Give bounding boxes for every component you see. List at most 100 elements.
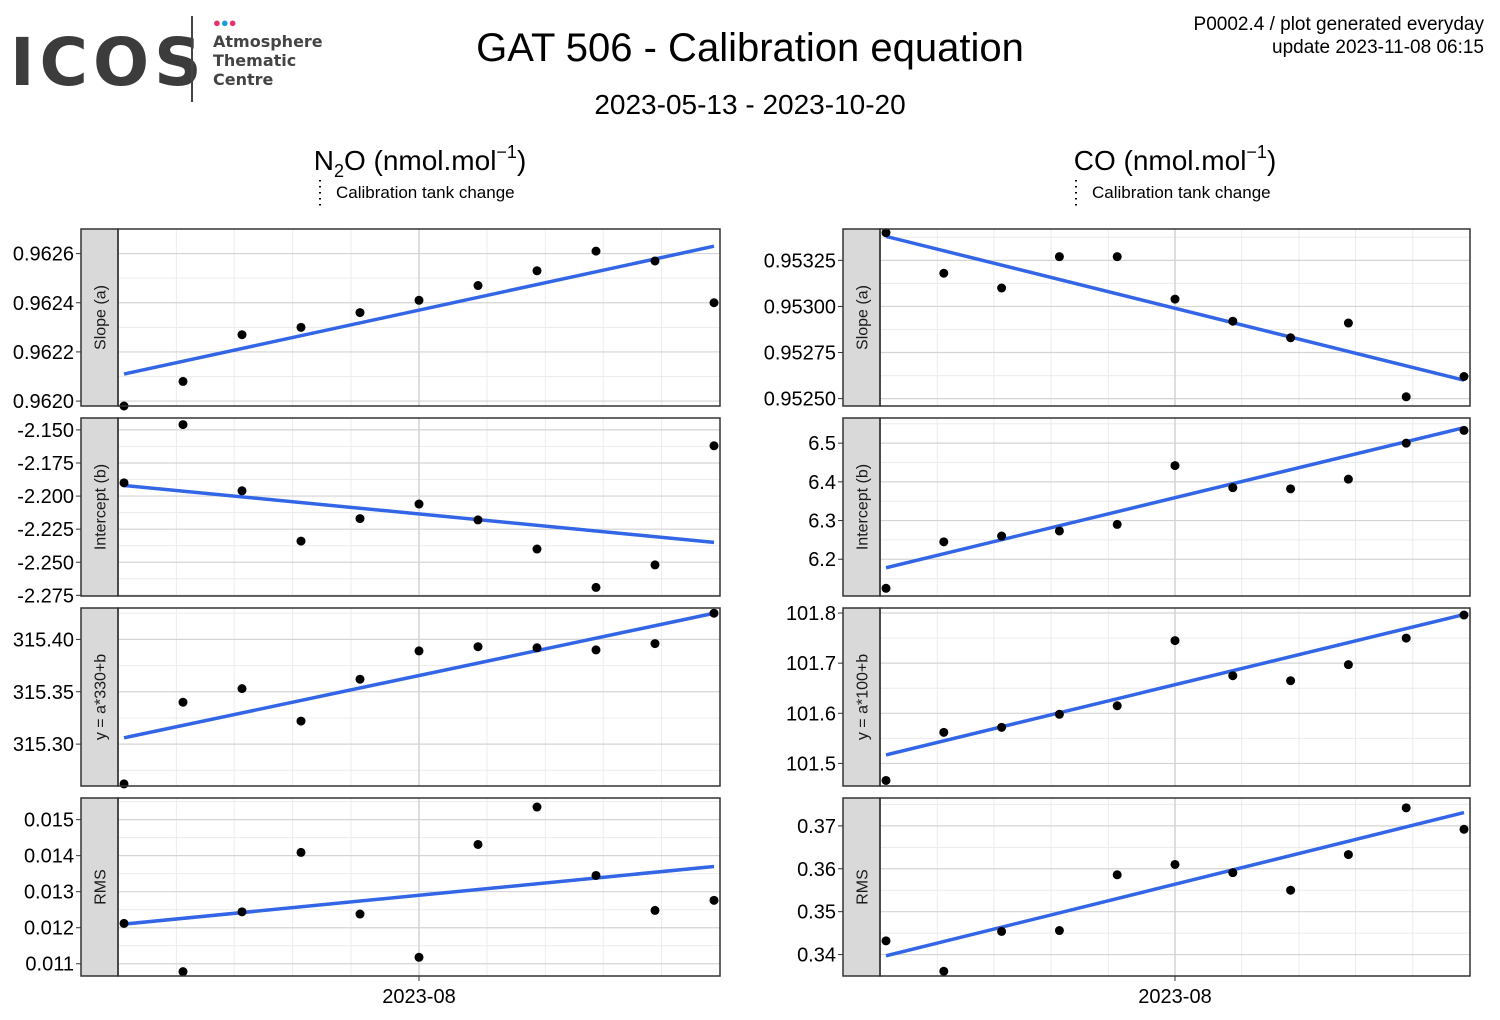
y-tick-label: 0.011 — [25, 954, 74, 976]
data-point — [178, 376, 188, 386]
fit-line — [885, 425, 1465, 570]
y-tick-label: -2.150 — [17, 420, 74, 442]
y-tick-label: 0.9622 — [13, 342, 74, 364]
data-point — [997, 722, 1007, 732]
strip-label: Slope (a) — [93, 285, 110, 350]
data-point — [1401, 633, 1411, 643]
data-point — [1112, 519, 1122, 529]
fit-line — [123, 611, 715, 740]
y-tick-label: 315.40 — [13, 629, 74, 651]
data-point — [414, 295, 424, 305]
data-point — [414, 646, 424, 656]
generation-info: P0002.4 / plot generated everyday update… — [1194, 13, 1484, 59]
data-point — [1054, 709, 1064, 719]
legend-label: Calibration tank change — [336, 183, 515, 202]
strip-background — [842, 228, 881, 407]
data-point — [1401, 392, 1411, 402]
data-point — [1459, 610, 1469, 620]
plot-id-line: P0002.4 / plot generated everyday — [1193, 14, 1484, 35]
data-point — [296, 847, 306, 857]
data-point — [1054, 926, 1064, 936]
panel-border — [879, 228, 1471, 407]
data-point — [1401, 438, 1411, 448]
data-point — [532, 802, 542, 812]
data-point — [1228, 868, 1238, 878]
data-point — [1170, 636, 1180, 646]
y-tick-label: 101.6 — [786, 703, 836, 725]
legend-label: Calibration tank change — [1092, 183, 1271, 202]
data-point — [881, 583, 891, 593]
data-point — [1343, 318, 1353, 328]
data-point — [1170, 859, 1180, 869]
y-tick-label: 6.5 — [808, 433, 836, 455]
y-tick-label: 0.9626 — [13, 244, 74, 266]
panel-3: 101.5 101.6 101.7 101.8 y = a*100+b — [786, 603, 1471, 787]
logo-dots: ●●● — [213, 16, 237, 29]
data-point — [650, 560, 660, 570]
y-tick-label: 0.95250 — [764, 389, 836, 411]
data-point — [709, 608, 719, 618]
fit-line — [123, 244, 715, 376]
data-point — [1343, 474, 1353, 484]
y-tick-label: 0.012 — [24, 918, 74, 940]
chart-title-species: CO — [1074, 145, 1116, 176]
y-tick-label: 0.34 — [797, 945, 836, 967]
panel-2: 6.2 6.3 6.4 6.5 Intercept (b) — [808, 417, 1471, 597]
panel-border — [117, 228, 721, 407]
strip-label: Intercept (b) — [855, 464, 872, 550]
strip-background — [80, 228, 119, 407]
data-point — [178, 967, 188, 977]
chart-title-species: N — [314, 145, 334, 176]
y-tick-label: 6.4 — [808, 472, 836, 494]
chart-title: CO (nmol.mol−1) — [1074, 142, 1277, 176]
logo-divider — [191, 16, 193, 102]
y-tick-label: 0.95325 — [764, 250, 836, 272]
y-tick-label: -2.200 — [17, 486, 74, 508]
data-point — [473, 515, 483, 525]
icos-logo: ICOS ●●● Atmosphere Thematic Centre — [8, 12, 338, 107]
data-point — [1459, 372, 1469, 381]
data-point — [237, 907, 247, 917]
data-point — [939, 966, 949, 976]
data-point — [650, 639, 660, 649]
data-point — [296, 716, 306, 726]
chart-title: N2O (nmol.mol−1) — [314, 142, 527, 181]
data-point — [473, 281, 483, 291]
panel-1: 0.9620 0.9622 0.9624 0.9626 Slope (a) — [13, 228, 721, 413]
y-tick-label: 101.8 — [786, 603, 836, 625]
data-point — [237, 684, 247, 694]
x-tick-label: 2023-08 — [1138, 986, 1211, 1008]
panel-2: -2.275 -2.250 -2.225 -2.200 -2.175 -2.150 Inte… — [17, 417, 721, 607]
data-point — [1286, 885, 1296, 895]
data-point — [1343, 850, 1353, 860]
data-point — [296, 322, 306, 332]
data-point — [709, 298, 719, 308]
panel-1: 0.95250 0.95275 0.95300 0.95325 Slope (a) — [764, 228, 1471, 411]
fit-line — [123, 483, 715, 545]
data-point — [997, 283, 1007, 293]
data-point — [473, 839, 483, 849]
strip-label: y = a*100+b — [855, 654, 872, 740]
data-point — [939, 268, 949, 278]
data-point — [119, 779, 129, 789]
data-point — [997, 531, 1007, 541]
data-point — [473, 642, 483, 652]
logo-subtitle-line: Centre — [213, 70, 274, 89]
data-point — [532, 544, 542, 554]
panel-border — [879, 607, 1471, 787]
data-point — [1112, 252, 1122, 262]
data-point — [997, 926, 1007, 936]
data-point — [119, 478, 129, 488]
data-point — [881, 775, 891, 785]
panel-4: 0.011 0.012 0.013 0.014 0.015 RMS 2023-08 — [24, 797, 721, 1008]
date-range-subtitle: 2023-05-13 - 2023-10-20 — [594, 89, 906, 120]
strip-label: RMS — [93, 869, 110, 905]
strip-background — [842, 417, 881, 597]
data-point — [532, 266, 542, 276]
fit-line — [123, 864, 715, 926]
data-point — [1112, 701, 1122, 711]
y-tick-label: 315.30 — [13, 734, 74, 756]
chart-title-unit: O (nmol.mol — [344, 145, 496, 176]
fit-line — [885, 810, 1465, 958]
